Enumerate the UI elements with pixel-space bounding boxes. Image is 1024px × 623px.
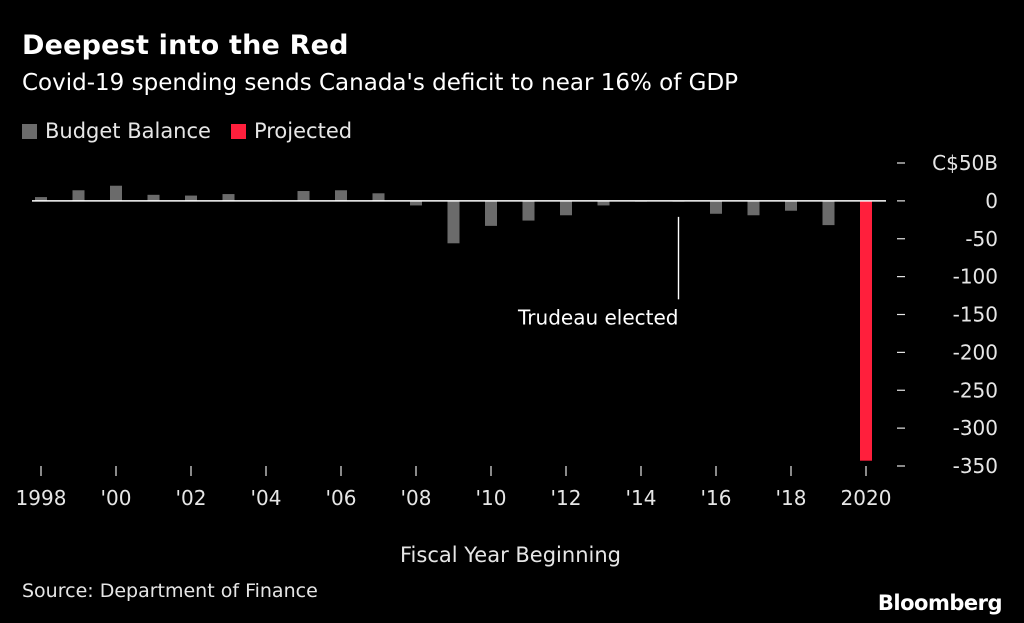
y-tick-label-50: C$50B [932,151,998,175]
x-tick-label-2006: '06 [326,486,357,510]
bar-budget-balance-2007 [372,193,385,201]
x-tick-label-2012: '12 [551,486,582,510]
chart-subtitle: Covid-19 spending sends Canada's deficit… [22,70,739,96]
bar-budget-balance-2013 [597,200,610,206]
bar-budget-balance-2003 [222,194,235,201]
source-note: Source: Department of Finance [22,580,318,602]
y-tick-label--150: -150 [953,303,998,327]
x-tick-label-2000: '00 [101,486,132,510]
legend-swatch-projected [230,123,246,139]
legend-item-budget-balance: Budget Balance [22,119,211,143]
bar-budget-balance-2005 [297,191,310,201]
bar-budget-balance-2017 [747,200,760,216]
chart-title: Deepest into the Red [22,30,349,61]
y-tick-label--250: -250 [953,378,998,402]
y-tick-label-0: 0 [985,189,998,213]
bar-budget-balance-2010 [485,200,497,226]
y-tick-label--50: -50 [965,227,998,251]
y-tick-label--100: -100 [953,265,998,289]
annotation-label: Trudeau elected [517,305,678,329]
x-tick-label-2002: '02 [176,486,207,510]
x-tick-label-2018: '18 [776,486,807,510]
x-tick-label-2004: '04 [251,486,282,510]
bar-budget-balance-1999 [72,190,85,201]
bar-budget-balance-2008 [410,200,422,206]
bar-budget-balance-2012 [560,200,572,216]
bar-budget-balance-2006 [335,190,347,201]
legend-label-projected: Projected [253,119,353,143]
bar-budget-balance-2002 [185,195,197,201]
bar-budget-balance-2011 [522,200,535,221]
y-tick-label--350: -350 [953,454,998,478]
bar-budget-balance-2018 [785,200,797,211]
legend-label-budget-balance: Budget Balance [45,119,211,143]
bar-budget-balance-1998 [35,197,47,201]
y-tick-label--300: -300 [953,416,998,440]
bar-projected-2020 [860,200,872,461]
bar-budget-balance-2016 [710,200,722,214]
bar-budget-balance-2000 [110,185,122,201]
x-tick-label-1998: 1998 [16,486,67,510]
legend-swatch-budget-balance [22,123,37,139]
legend-item-projected: Projected [230,119,353,143]
x-tick-label-2008: '08 [401,486,432,510]
x-tick-label-2020: 2020 [841,486,892,510]
x-tick-label-2014: '14 [626,486,657,510]
bloomberg-logo: Bloomberg [877,591,1003,615]
legend: Budget Balance Projected [22,119,372,143]
x-tick-label-2016: '16 [701,486,732,510]
x-tick-label-2010: '10 [476,486,507,510]
x-axis-title: Fiscal Year Beginning [400,543,621,567]
bar-budget-balance-2009 [447,200,460,244]
bar-budget-balance-2019 [822,200,835,226]
bar-budget-balance-2001 [147,194,160,201]
y-tick-label--200: -200 [953,340,998,364]
